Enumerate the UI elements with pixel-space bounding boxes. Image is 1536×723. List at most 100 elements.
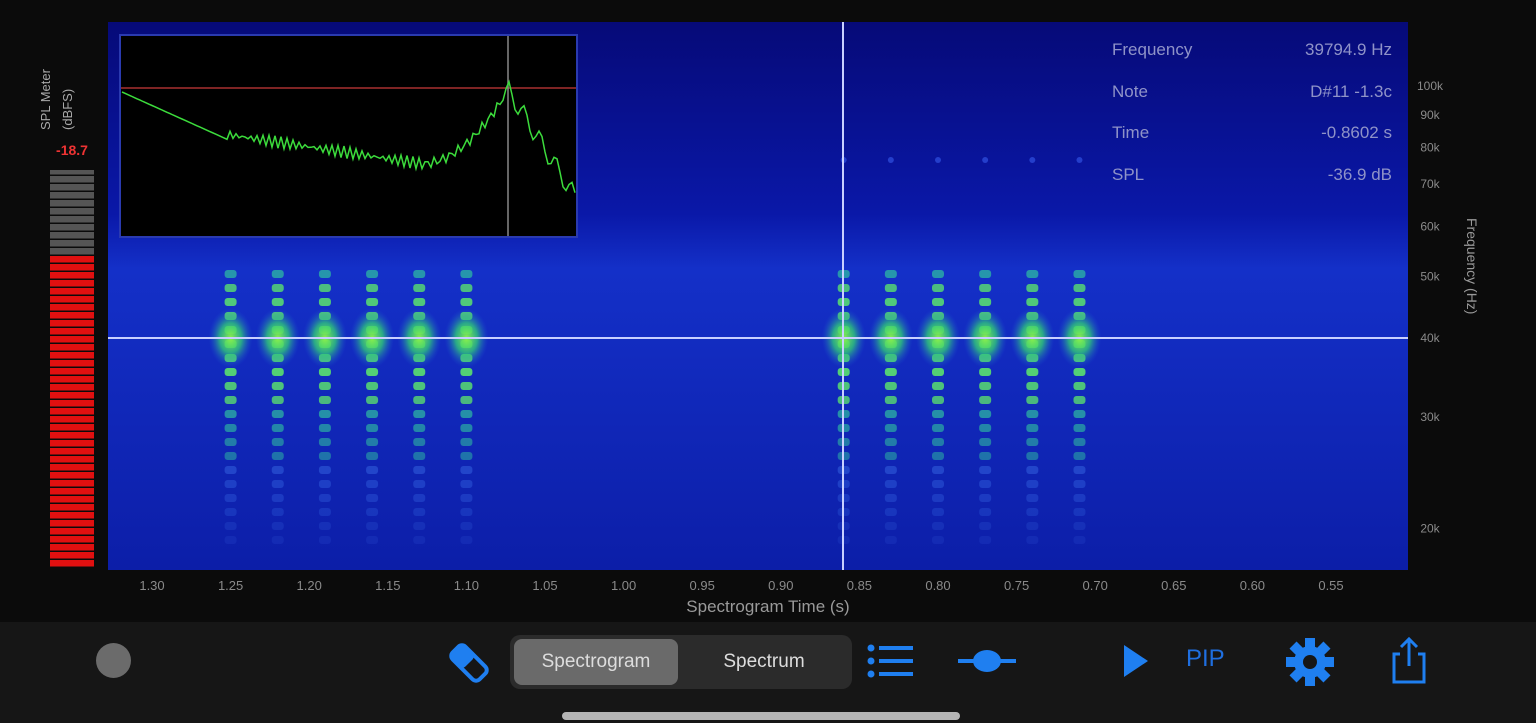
x-tick-label: 1.05 <box>532 578 557 593</box>
y-tick-label: 80k <box>1420 140 1440 154</box>
x-tick-label: 0.75 <box>1004 578 1029 593</box>
meter-segment <box>50 552 94 559</box>
meter-segment <box>50 408 94 415</box>
meter-segment <box>50 352 94 359</box>
meter-segment <box>50 184 94 191</box>
y-axis-label: Frequency (Hz) <box>1464 218 1480 315</box>
gear-icon[interactable] <box>1284 636 1336 688</box>
x-tick-label: 0.60 <box>1240 578 1265 593</box>
call-burst <box>1057 157 1102 544</box>
spectrogram-view[interactable]: 1.30 1.25 1.20 1.15 1.10 1.05 1.00 0.95 0.90 0.85… <box>0 0 1536 622</box>
meter-segment <box>50 512 94 519</box>
spectrum-trace <box>121 79 576 193</box>
readout-label: Note <box>1112 81 1148 101</box>
meter-segment <box>50 448 94 455</box>
meter-segment <box>50 472 94 479</box>
share-icon[interactable] <box>1390 636 1428 686</box>
y-tick-label: 50k <box>1420 270 1440 284</box>
meter-segment <box>50 528 94 535</box>
meter-segment <box>50 344 94 351</box>
tab-spectrum[interactable]: Spectrum <box>723 651 805 672</box>
meter-segment <box>50 432 94 439</box>
meter-segment <box>50 216 94 223</box>
x-tick-label: 1.00 <box>611 578 636 593</box>
home-indicator[interactable] <box>562 712 960 720</box>
x-tick-label: 1.10 <box>454 578 479 593</box>
meter-segment <box>50 400 94 407</box>
view-segmented-control: Spectrogram Spectrum <box>510 635 852 689</box>
readout-label: SPL <box>1112 164 1145 184</box>
meter-segment <box>50 240 94 247</box>
y-tick-label: 90k <box>1420 108 1440 122</box>
cursor-readout: Frequency 39794.9 Hz Note D#11 -1.3c Time -… <box>1112 40 1392 206</box>
meter-segment <box>50 256 94 263</box>
x-tick-label: 0.90 <box>768 578 793 593</box>
list-icon[interactable] <box>866 642 916 682</box>
meter-segment <box>50 192 94 199</box>
x-tick-label: 1.20 <box>297 578 322 593</box>
slider-icon[interactable] <box>956 645 1018 677</box>
y-tick-label: 20k <box>1420 522 1440 536</box>
meter-segment <box>50 376 94 383</box>
meter-segment <box>50 232 94 239</box>
tab-spectrogram[interactable]: Spectrogram <box>514 639 678 685</box>
meter-segment <box>50 480 94 487</box>
readout-label: Frequency <box>1112 40 1193 59</box>
spl-meter <box>50 170 94 567</box>
meter-segment <box>50 288 94 295</box>
meter-segment <box>50 248 94 255</box>
call-burst <box>1010 157 1055 544</box>
spl-meter-title: SPL Meter <box>38 69 53 130</box>
spectrum-inset <box>119 34 578 238</box>
meter-segment <box>50 208 94 215</box>
y-tick-label: 30k <box>1420 410 1440 424</box>
meter-segment <box>50 280 94 287</box>
meter-segment <box>50 560 94 567</box>
meter-segment <box>50 544 94 551</box>
meter-segment <box>50 504 94 511</box>
meter-segment <box>50 496 94 503</box>
x-axis-label: Spectrogram Time (s) <box>686 597 850 616</box>
record-button[interactable] <box>96 643 131 678</box>
meter-segment <box>50 360 94 367</box>
readout-spl: SPL -36.9 dB <box>1112 165 1392 207</box>
meter-segment <box>50 224 94 231</box>
meter-segment <box>50 536 94 543</box>
meter-segment <box>50 320 94 327</box>
x-tick-label: 0.85 <box>847 578 872 593</box>
play-icon[interactable] <box>1120 643 1150 679</box>
readout-frequency: Frequency 39794.9 Hz <box>1112 40 1392 82</box>
x-tick-label: 1.15 <box>375 578 400 593</box>
meter-segment <box>50 416 94 423</box>
meter-segment <box>50 384 94 391</box>
meter-segment <box>50 456 94 463</box>
x-tick-label: 1.30 <box>139 578 164 593</box>
pip-button[interactable]: PIP <box>1186 645 1225 672</box>
spl-meter-value: -18.7 <box>56 142 88 158</box>
meter-segment <box>50 200 94 207</box>
meter-segment <box>50 296 94 303</box>
meter-segment <box>50 440 94 447</box>
meter-segment <box>50 312 94 319</box>
x-tick-label: 0.55 <box>1318 578 1343 593</box>
meter-segment <box>50 176 94 183</box>
spl-meter-unit: (dBFS) <box>60 88 75 130</box>
meter-segment <box>50 304 94 311</box>
readout-time: Time -0.8602 s <box>1112 123 1392 165</box>
readout-value: -0.8602 s <box>1321 123 1392 142</box>
meter-segment <box>50 392 94 399</box>
readout-value: 39794.9 Hz <box>1305 40 1392 59</box>
meter-segment <box>50 488 94 495</box>
readout-value: D#11 -1.3c <box>1310 81 1392 101</box>
meter-segment <box>50 368 94 375</box>
meter-segment <box>50 272 94 279</box>
readout-note: Note D#11 -1.3c <box>1112 82 1392 124</box>
y-tick-label: 100k <box>1417 79 1444 93</box>
meter-segment <box>50 170 94 175</box>
readout-label: Time <box>1112 123 1150 142</box>
x-tick-label: 0.65 <box>1161 578 1186 593</box>
meter-segment <box>50 336 94 343</box>
y-tick-label: 40k <box>1420 331 1440 345</box>
x-tick-label: 0.95 <box>690 578 715 593</box>
eraser-icon[interactable] <box>444 638 494 688</box>
